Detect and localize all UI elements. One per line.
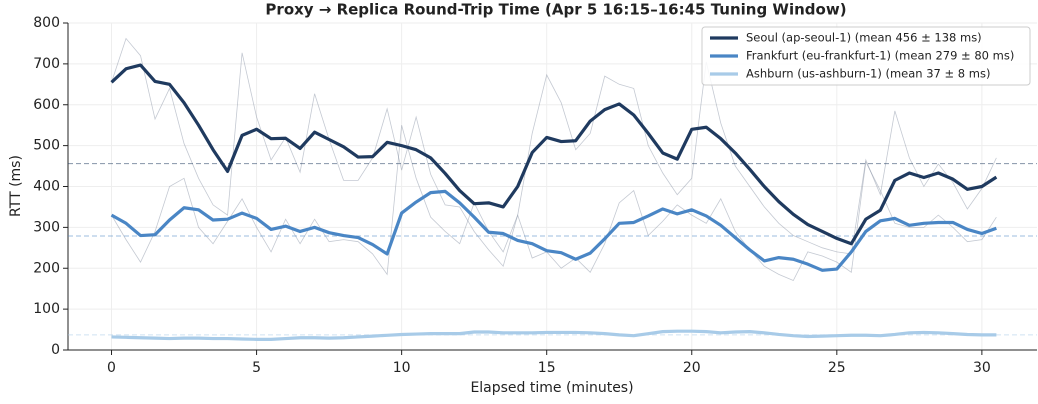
legend-label: Seoul (ap-seoul-1) (mean 456 ± 138 ms): [746, 31, 982, 45]
y-axis-label: RTT (ms): [8, 155, 24, 217]
x-tick-label: 0: [107, 360, 116, 376]
x-tick-label: 20: [683, 360, 701, 376]
chart-title: Proxy → Replica Round-Trip Time (Apr 5 1…: [265, 1, 846, 19]
legend-label: Frankfurt (eu-frankfurt-1) (mean 279 ± 8…: [746, 49, 1014, 63]
y-tick-label: 300: [33, 219, 60, 235]
y-tick-label: 0: [51, 342, 60, 358]
y-tick-label: 100: [33, 301, 60, 317]
y-tick-label: 600: [33, 97, 60, 113]
raw-line: [111, 125, 997, 282]
series-line: [111, 329, 997, 341]
x-tick-label: 10: [393, 360, 411, 376]
legend-label: Ashburn (us-ashburn-1) (mean 37 ± 8 ms): [746, 67, 990, 81]
x-tick-label: 15: [538, 360, 556, 376]
y-tick-label: 800: [33, 15, 60, 31]
legend-box: [701, 26, 1031, 86]
x-axis-label: Elapsed time (minutes): [470, 380, 633, 396]
x-tick-label: 30: [973, 360, 991, 376]
y-tick-label: 700: [33, 56, 60, 72]
series-line: [110, 63, 998, 246]
series-line: [110, 189, 997, 272]
x-tick-label: 5: [252, 360, 261, 376]
y-tick-label: 200: [33, 260, 60, 276]
y-tick-label: 400: [33, 179, 60, 195]
y-tick-label: 500: [33, 138, 60, 154]
x-tick-label: 25: [828, 360, 846, 376]
